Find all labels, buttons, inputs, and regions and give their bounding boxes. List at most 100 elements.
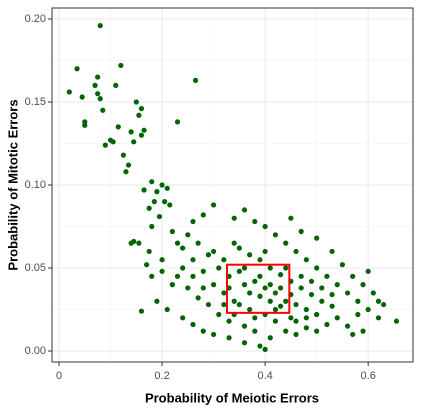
point [236,245,242,251]
point [210,202,217,208]
point [185,285,191,291]
point [277,303,284,309]
point [365,306,371,313]
point [283,298,289,304]
point [329,248,335,255]
point [66,89,72,95]
point [355,298,361,304]
point [293,331,299,338]
point [141,187,147,193]
point [314,311,320,318]
point [334,315,340,321]
point [159,257,165,263]
point [156,213,163,220]
point [381,301,387,308]
y-tick-label: 0.05 [25,262,46,274]
point [210,248,217,255]
point [138,132,145,138]
point [200,285,206,291]
point [221,290,227,296]
x-tick-label: 0.2 [154,370,169,382]
point [123,169,129,175]
point [339,262,346,268]
point [257,257,263,263]
point [231,298,237,304]
point [164,306,170,313]
point [167,202,173,208]
point [308,278,315,284]
point [267,335,273,341]
point [159,182,165,188]
point [149,179,155,185]
point [144,262,150,268]
point [370,290,376,296]
point [303,325,309,331]
point [272,232,279,238]
point [247,290,253,296]
point [267,298,273,304]
point [174,273,181,279]
point [174,240,181,246]
point [205,301,212,308]
point [226,318,232,324]
point [252,315,258,321]
y-tick-label: 0.00 [25,345,46,357]
point [241,340,248,346]
point [131,139,137,145]
point [252,278,258,284]
point [298,273,304,279]
point [262,223,268,230]
point [334,282,340,288]
point [277,272,284,278]
point [257,343,263,349]
point [365,268,371,274]
point [393,318,400,324]
point [247,252,253,258]
point [319,298,325,304]
point [293,318,299,324]
point [82,122,88,128]
point [303,257,309,263]
point [236,268,242,274]
y-tick-label: 0.10 [25,179,46,191]
point [314,235,320,241]
point [164,185,170,191]
point [151,199,157,205]
point [262,346,268,352]
point [355,311,361,318]
point [329,303,335,309]
point [125,162,132,168]
point [375,315,382,321]
point [319,285,325,291]
point [241,282,248,288]
point [149,273,155,279]
highlight-box [225,263,291,314]
point [180,315,186,321]
point [293,301,299,308]
point [314,265,320,271]
point [262,248,268,255]
point [205,252,212,258]
point [241,207,248,213]
point [298,285,304,291]
point [113,82,119,88]
point [210,331,217,338]
point [257,293,263,299]
point [190,218,196,225]
y-tick-label: 0.15 [25,96,46,108]
point [149,223,155,230]
point [195,295,201,301]
point [185,232,191,238]
point [190,273,196,279]
point [159,268,165,274]
x-tick-label: 0 [56,370,62,382]
point [216,265,222,271]
point [283,265,289,271]
point [154,189,160,195]
point [136,112,142,118]
point [136,240,142,246]
point [277,285,284,291]
point [95,74,101,80]
point [247,306,253,313]
point [231,215,237,221]
